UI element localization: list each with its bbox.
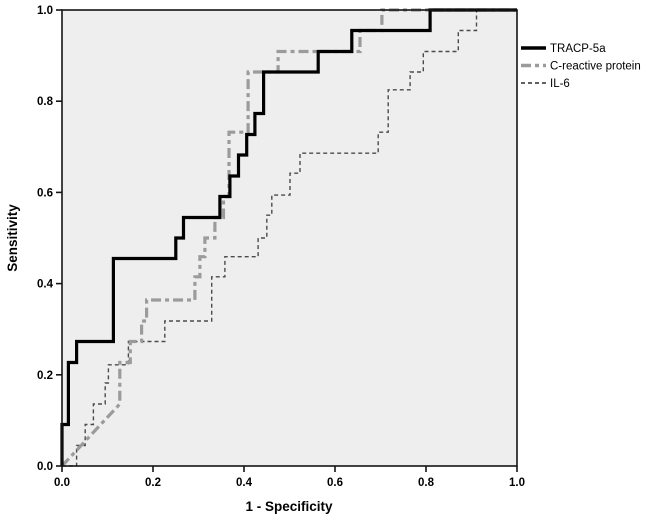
x-tick-label: 0.6 (327, 477, 343, 489)
y-tick-label: 0.2 (37, 370, 53, 382)
legend-label: IL-6 (550, 78, 570, 90)
x-tick-label: 0.4 (236, 477, 253, 489)
y-axis-ticks: 0.0 0.2 0.4 0.6 0.8 1.0 (37, 5, 62, 473)
plot-area-background (62, 10, 517, 466)
x-tick-label: 0.8 (418, 477, 435, 489)
y-tick-label: 0.0 (37, 461, 53, 473)
legend-label: TRACP-5a (550, 43, 606, 55)
x-tick-label: 0.2 (145, 477, 161, 489)
y-tick-label: 0.4 (37, 279, 54, 291)
series-line-c-reactive-protein (60, 8, 517, 468)
x-axis-ticks: 0.0 0.2 0.4 0.6 0.8 1.0 (54, 466, 525, 489)
legend: TRACP-5a C-reactive protein IL-6 (521, 43, 641, 90)
x-tick-label: 1.0 (509, 477, 525, 489)
y-tick-label: 0.6 (37, 187, 53, 199)
series-curves (60, 8, 517, 468)
y-tick-label: 0.8 (37, 96, 54, 108)
x-axis-title: 1 - Specificity (245, 499, 333, 514)
plot-frame (61, 9, 518, 467)
legend-label: C-reactive protein (550, 61, 641, 73)
series-line-tracp-5a (60, 8, 517, 466)
y-tick-label: 1.0 (37, 5, 53, 17)
x-tick-label: 0.0 (54, 477, 70, 489)
series-line-il-6 (62, 9, 517, 467)
y-axis-title: Sensitivity (5, 204, 20, 272)
